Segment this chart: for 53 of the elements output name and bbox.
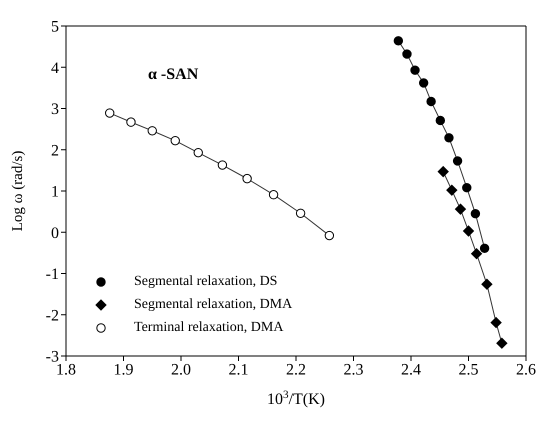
x-tick-label: 2.4 <box>401 361 421 378</box>
legend-label: Segmental relaxation, DMA <box>134 296 292 312</box>
point <box>402 49 412 59</box>
annotation: α -SAN <box>148 66 198 84</box>
y-tick-label: 3 <box>51 101 59 118</box>
point <box>481 278 492 290</box>
x-tick-label: 1.8 <box>56 361 76 378</box>
y-tick-label: 4 <box>51 60 59 77</box>
y-tick-label: 2 <box>51 142 59 160</box>
x-tick-label: 2.2 <box>286 361 306 378</box>
point <box>490 317 502 328</box>
point <box>452 156 462 166</box>
point <box>444 133 454 142</box>
point <box>105 108 114 118</box>
legend-label: Terminal relaxation, DMA <box>134 320 284 336</box>
x-tick-label: 2.6 <box>516 361 536 378</box>
point <box>454 204 466 215</box>
x-axis-title: 10$^{3}$/T(K) <box>266 389 326 408</box>
point <box>438 166 449 178</box>
point <box>296 208 306 218</box>
point <box>394 36 404 46</box>
point <box>410 65 420 75</box>
point <box>496 338 508 349</box>
y-axis-title: Log ω (rad/s) <box>10 150 26 232</box>
point <box>268 190 278 200</box>
point <box>436 116 446 126</box>
y-tick-label: -3 <box>46 348 59 366</box>
point <box>126 117 136 127</box>
y-tick-label: 0 <box>51 224 59 242</box>
point <box>462 183 472 192</box>
y-tick-label: -2 <box>46 307 59 324</box>
x-tick-label: 2.1 <box>228 361 248 378</box>
legend-label: Segmental relaxation, DS <box>134 274 278 290</box>
point <box>480 244 490 254</box>
point <box>194 148 203 158</box>
x-tick-label: 2.5 <box>458 361 478 378</box>
point <box>418 78 428 88</box>
point <box>471 248 482 260</box>
x-tick-label: 1.9 <box>114 361 134 378</box>
point <box>148 126 157 136</box>
x-tick-label: 2.0 <box>171 361 191 378</box>
point <box>463 226 474 237</box>
point <box>470 208 480 218</box>
point <box>170 136 180 146</box>
y-tick-label: 5 <box>51 18 59 36</box>
point <box>446 184 458 196</box>
point <box>426 96 436 106</box>
point <box>242 174 252 184</box>
y-tick-label: -1 <box>46 266 59 284</box>
point <box>324 230 334 240</box>
y-tick-label: 1 <box>51 184 59 201</box>
point <box>218 160 228 170</box>
x-tick-label: 2.3 <box>344 361 364 378</box>
